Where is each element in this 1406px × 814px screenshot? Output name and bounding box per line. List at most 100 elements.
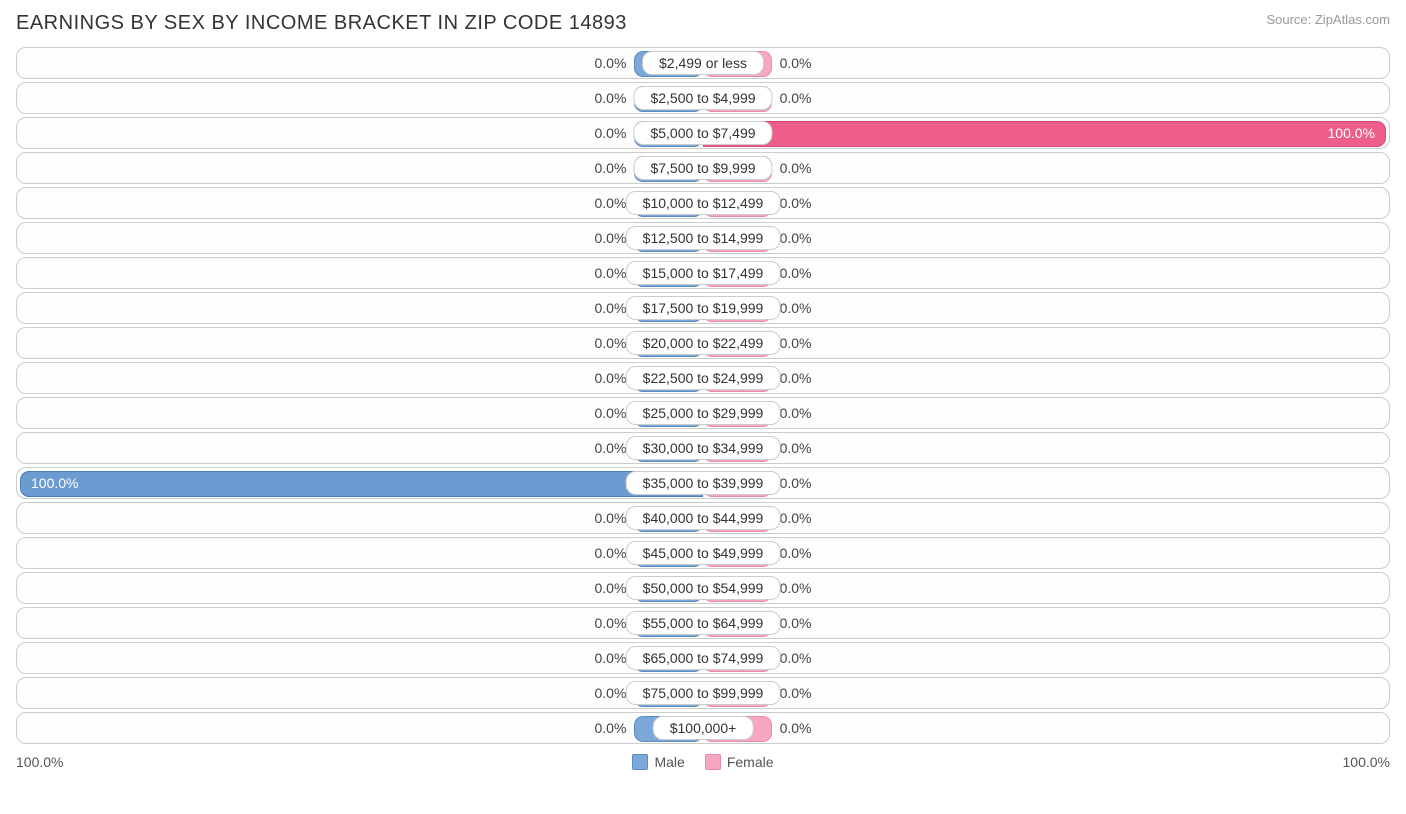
bracket-label: $2,500 to $4,999 bbox=[633, 86, 772, 110]
chart-row: 0.0%0.0%$2,499 or less bbox=[16, 47, 1390, 79]
row-track: 0.0%0.0%$17,500 to $19,999 bbox=[16, 292, 1390, 324]
male-value-label: 0.0% bbox=[594, 440, 626, 456]
female-value-label: 0.0% bbox=[780, 160, 812, 176]
chart-row: 0.0% 0.0%$75,000 to $99,999 bbox=[16, 677, 1390, 709]
row-track: 0.0% 0.0%$45,000 to $49,999 bbox=[16, 537, 1390, 569]
male-value-label: 0.0% bbox=[594, 720, 626, 736]
male-value-label: 0.0% bbox=[594, 195, 626, 211]
female-half: 0.0% bbox=[703, 363, 1389, 393]
chart-row: 0.0% 0.0%$12,500 to $14,999 bbox=[16, 222, 1390, 254]
female-value-label: 0.0% bbox=[780, 545, 812, 561]
female-value-label: 0.0% bbox=[780, 720, 812, 736]
female-half: 0.0% bbox=[703, 398, 1389, 428]
male-half: 0.0% bbox=[17, 678, 703, 708]
chart-row: 0.0% 0.0%$20,000 to $22,499 bbox=[16, 327, 1390, 359]
bracket-label: $10,000 to $12,499 bbox=[626, 191, 781, 215]
row-track: 0.0% 0.0%$20,000 to $22,499 bbox=[16, 327, 1390, 359]
female-half: 0.0% bbox=[703, 188, 1389, 218]
male-value-label: 0.0% bbox=[594, 650, 626, 666]
female-value-label: 0.0% bbox=[780, 405, 812, 421]
row-track: 0.0% 0.0%$65,000 to $74,999 bbox=[16, 642, 1390, 674]
male-value-label: 0.0% bbox=[594, 265, 626, 281]
male-value-label: 0.0% bbox=[594, 685, 626, 701]
female-value-label: 0.0% bbox=[780, 650, 812, 666]
chart-title: EARNINGS BY SEX BY INCOME BRACKET IN ZIP… bbox=[16, 12, 627, 35]
row-track: 0.0%100.0%$5,000 to $7,499 bbox=[16, 117, 1390, 149]
row-track: 0.0%0.0%$30,000 to $34,999 bbox=[16, 432, 1390, 464]
bracket-label: $20,000 to $22,499 bbox=[626, 331, 781, 355]
male-value-label: 0.0% bbox=[594, 230, 626, 246]
female-half: 0.0% bbox=[703, 468, 1389, 498]
row-track: 0.0%0.0%$2,500 to $4,999 bbox=[16, 82, 1390, 114]
chart-row: 0.0%0.0%$55,000 to $64,999 bbox=[16, 607, 1390, 639]
male-half: 0.0% bbox=[17, 608, 703, 638]
chart-row: 0.0%0.0%$17,500 to $19,999 bbox=[16, 292, 1390, 324]
male-value-label: 0.0% bbox=[594, 370, 626, 386]
chart-row: 0.0% 0.0%$65,000 to $74,999 bbox=[16, 642, 1390, 674]
female-value-label: 0.0% bbox=[780, 510, 812, 526]
bracket-label: $65,000 to $74,999 bbox=[626, 646, 781, 670]
chart-row: 0.0%100.0%$5,000 to $7,499 bbox=[16, 117, 1390, 149]
bracket-label: $50,000 to $54,999 bbox=[626, 576, 781, 600]
female-half: 0.0% bbox=[703, 328, 1389, 358]
male-half: 0.0% bbox=[17, 643, 703, 673]
bracket-label: $75,000 to $99,999 bbox=[626, 681, 781, 705]
legend-male-label: Male bbox=[654, 754, 684, 770]
male-value-label: 0.0% bbox=[594, 545, 626, 561]
legend: Male Female bbox=[632, 754, 773, 770]
female-swatch-icon bbox=[705, 754, 721, 770]
female-half: 0.0% bbox=[703, 258, 1389, 288]
legend-female-label: Female bbox=[727, 754, 774, 770]
male-half: 0.0% bbox=[17, 48, 703, 78]
male-half: 0.0% bbox=[17, 433, 703, 463]
female-half: 0.0% bbox=[703, 608, 1389, 638]
chart-row: 100.0%0.0%$35,000 to $39,999 bbox=[16, 467, 1390, 499]
female-value-label: 0.0% bbox=[780, 370, 812, 386]
chart-area: 0.0%0.0%$2,499 or less0.0%0.0%$2,500 to … bbox=[16, 47, 1390, 744]
male-value-label: 0.0% bbox=[594, 55, 626, 71]
female-half: 0.0% bbox=[703, 433, 1389, 463]
chart-row: 0.0%0.0%$30,000 to $34,999 bbox=[16, 432, 1390, 464]
chart-row: 0.0%0.0%$50,000 to $54,999 bbox=[16, 572, 1390, 604]
male-half: 0.0% bbox=[17, 363, 703, 393]
bracket-label: $55,000 to $64,999 bbox=[626, 611, 781, 635]
female-half: 100.0% bbox=[703, 118, 1389, 148]
chart-footer: 100.0% Male Female 100.0% bbox=[16, 754, 1390, 770]
male-value-label: 0.0% bbox=[594, 510, 626, 526]
row-track: 0.0% 0.0%$10,000 to $12,499 bbox=[16, 187, 1390, 219]
row-track: 0.0%0.0%$100,000+ bbox=[16, 712, 1390, 744]
bracket-label: $12,500 to $14,999 bbox=[626, 226, 781, 250]
female-value-label: 0.0% bbox=[780, 685, 812, 701]
female-half: 0.0% bbox=[703, 48, 1389, 78]
female-value-label: 0.0% bbox=[780, 475, 812, 491]
bracket-label: $15,000 to $17,499 bbox=[626, 261, 781, 285]
axis-left-label: 100.0% bbox=[16, 754, 63, 770]
male-half: 0.0% bbox=[17, 118, 703, 148]
bracket-label: $45,000 to $49,999 bbox=[626, 541, 781, 565]
chart-row: 0.0% 0.0%$10,000 to $12,499 bbox=[16, 187, 1390, 219]
row-track: 0.0%0.0%$22,500 to $24,999 bbox=[16, 362, 1390, 394]
chart-row: 0.0%0.0%$7,500 to $9,999 bbox=[16, 152, 1390, 184]
row-track: 0.0%0.0%$55,000 to $64,999 bbox=[16, 607, 1390, 639]
row-track: 0.0% 0.0%$25,000 to $29,999 bbox=[16, 397, 1390, 429]
chart-row: 0.0%0.0%$22,500 to $24,999 bbox=[16, 362, 1390, 394]
female-half: 0.0% bbox=[703, 503, 1389, 533]
female-half: 0.0% bbox=[703, 573, 1389, 603]
female-bar bbox=[703, 121, 1386, 147]
male-half: 0.0% bbox=[17, 188, 703, 218]
row-track: 0.0% 0.0%$75,000 to $99,999 bbox=[16, 677, 1390, 709]
female-value-label: 0.0% bbox=[780, 335, 812, 351]
male-half: 0.0% bbox=[17, 83, 703, 113]
female-half: 0.0% bbox=[703, 223, 1389, 253]
male-half: 0.0% bbox=[17, 328, 703, 358]
female-value-label: 0.0% bbox=[780, 440, 812, 456]
male-swatch-icon bbox=[632, 754, 648, 770]
female-value-label: 0.0% bbox=[780, 580, 812, 596]
bracket-label: $25,000 to $29,999 bbox=[626, 401, 781, 425]
male-value-label: 0.0% bbox=[594, 405, 626, 421]
bracket-label: $17,500 to $19,999 bbox=[626, 296, 781, 320]
male-bar bbox=[20, 471, 703, 497]
row-track: 0.0%0.0%$7,500 to $9,999 bbox=[16, 152, 1390, 184]
female-half: 0.0% bbox=[703, 538, 1389, 568]
female-half: 0.0% bbox=[703, 153, 1389, 183]
